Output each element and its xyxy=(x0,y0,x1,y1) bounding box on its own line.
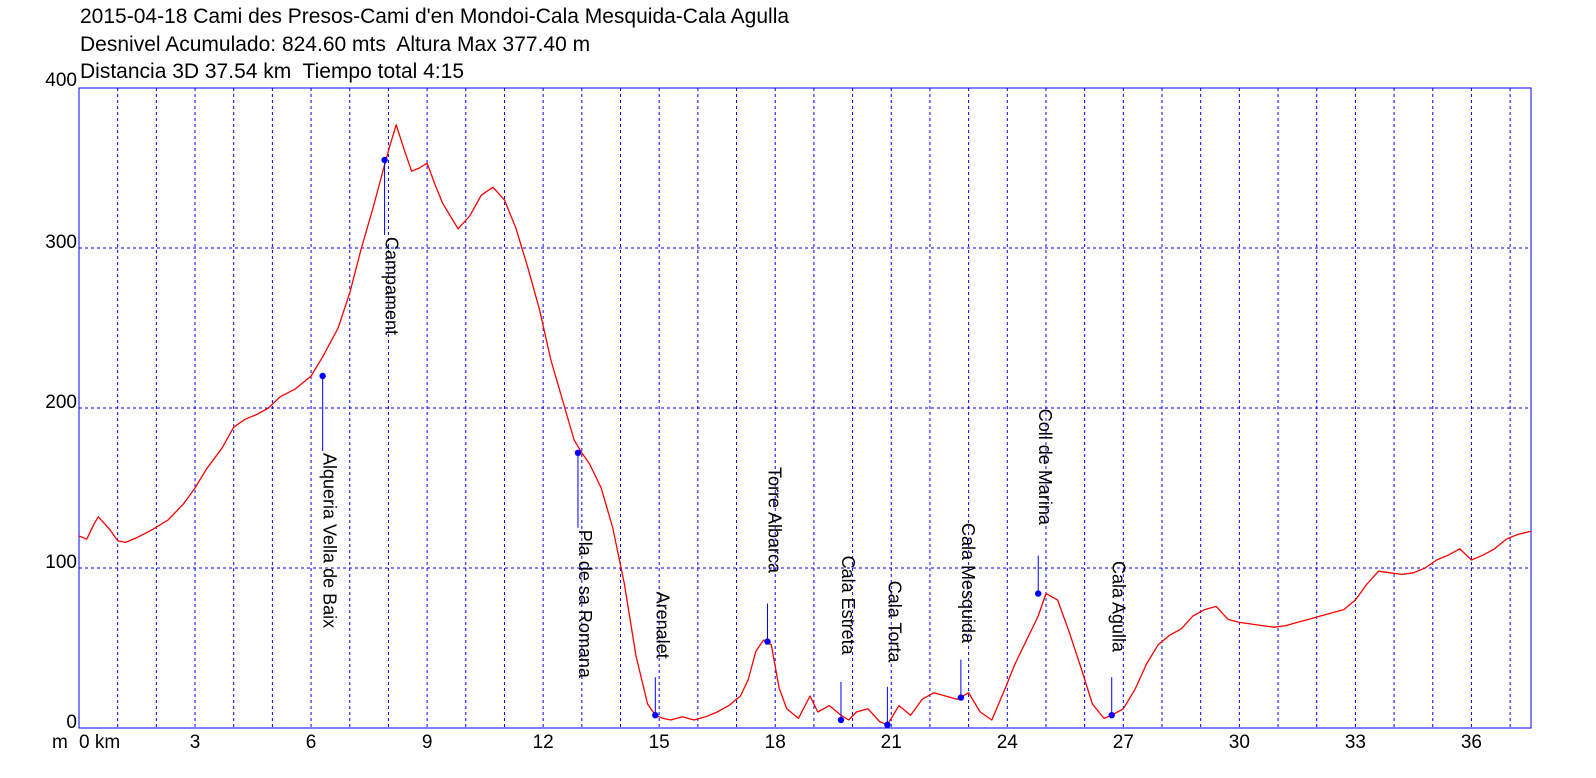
waypoint: Arenalet xyxy=(652,592,672,719)
waypoint: Pla de sa Romana xyxy=(574,449,595,679)
x-tick-label: 27 xyxy=(1113,732,1134,753)
waypoint: Cala Estreta xyxy=(837,556,858,724)
x-tick-label: 9 xyxy=(422,732,433,753)
waypoint-marker xyxy=(381,156,388,164)
waypoint-marker xyxy=(1035,590,1042,597)
waypoint-label: Alqueria Vella de Baix xyxy=(320,453,340,628)
waypoint-marker xyxy=(837,716,845,724)
x-tick-label: 24 xyxy=(997,732,1019,753)
plot-area xyxy=(78,124,1532,726)
waypoint-marker xyxy=(884,721,891,728)
waypoint-label: Cala Agulla xyxy=(1109,561,1129,653)
elevation-line xyxy=(78,124,1532,726)
x-tick-label: 33 xyxy=(1345,732,1366,753)
waypoint: Torre Albarca xyxy=(764,467,784,645)
y-tick-label: 0 xyxy=(66,712,77,733)
waypoint: Cala Agulla xyxy=(1108,561,1129,719)
axes xyxy=(78,87,1532,729)
chart-title: 2015-04-18 Cami des Presos-Cami d'en Mon… xyxy=(80,5,790,28)
y-tick-label: 300 xyxy=(45,232,77,253)
x-tick-label: 21 xyxy=(881,732,902,753)
waypoint-marker xyxy=(764,638,771,645)
waypoint-label: Coll de Marina xyxy=(1035,409,1055,526)
waypoint-label: Cala Estreta xyxy=(838,556,858,656)
waypoint: Campament xyxy=(381,156,402,335)
waypoint: Cala Mesquida xyxy=(957,523,978,701)
waypoint-label: Torre Albarca xyxy=(764,467,784,574)
waypoints: Alqueria Vella de Baix Campament Pla de sa… xyxy=(319,156,1129,728)
plot-frame xyxy=(78,87,1532,729)
waypoint-label: Cala Mesquida xyxy=(958,523,978,644)
waypoint-label: Campament xyxy=(382,237,402,335)
waypoint-marker xyxy=(957,694,965,701)
y-tick-label: 400 xyxy=(45,70,77,91)
waypoint-label: Arenalet xyxy=(652,592,672,659)
x-tick-label: 6 xyxy=(306,732,317,753)
y-unit-label: m xyxy=(52,732,68,753)
x-tick-label: 18 xyxy=(765,732,786,753)
y-tick-label: 100 xyxy=(45,552,77,573)
x-tick-label: 36 xyxy=(1461,732,1482,753)
x-tick-label: 15 xyxy=(649,732,670,753)
x-tick-label: 12 xyxy=(533,732,554,753)
waypoint-marker xyxy=(652,712,659,719)
grid xyxy=(79,88,1531,728)
waypoint: Coll de Marina xyxy=(1035,409,1055,597)
y-tick-label: 200 xyxy=(45,392,77,413)
chart-stats: Desnivel Acumulado: 824.60 mts Altura Ma… xyxy=(80,33,591,56)
waypoint-marker xyxy=(1108,712,1115,719)
waypoint-label: Cala Torta xyxy=(884,581,904,664)
chart-stats-2: Distancia 3D 37.54 km Tiempo total 4:15 xyxy=(80,60,465,83)
waypoint: Cala Torta xyxy=(884,581,904,728)
waypoint-label: Pla de sa Romana xyxy=(575,530,595,679)
x-tick-label: 0 km xyxy=(79,732,120,753)
x-tick-label: 3 xyxy=(190,732,201,753)
x-tick-label: 30 xyxy=(1229,732,1250,753)
waypoint-marker xyxy=(319,372,326,380)
waypoint-marker xyxy=(574,449,582,456)
waypoint: Alqueria Vella de Baix xyxy=(319,372,340,628)
